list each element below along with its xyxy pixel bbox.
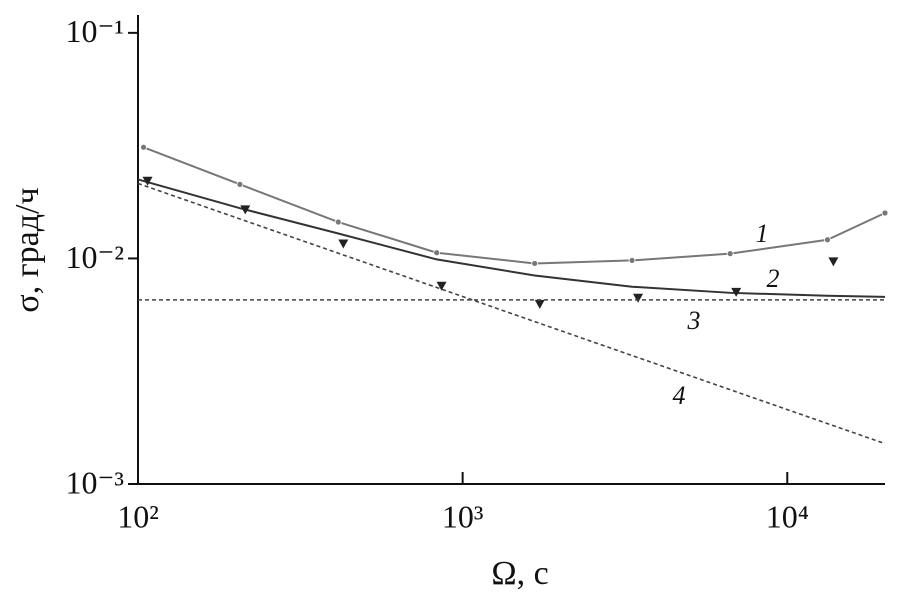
y-axis-label: σ, град/ч — [9, 187, 46, 312]
marker — [633, 293, 644, 303]
series-line — [137, 178, 886, 298]
series-line — [143, 146, 886, 265]
marker — [338, 239, 349, 249]
marker — [142, 176, 153, 186]
x-tick-label: 10⁴ — [766, 498, 809, 534]
marker — [731, 287, 742, 297]
marker — [140, 143, 147, 151]
series-line — [137, 182, 886, 445]
curve-label: 1 — [756, 219, 769, 248]
marker — [334, 218, 342, 226]
x-tick-label: 10² — [117, 498, 159, 534]
marker — [824, 236, 831, 244]
marker — [236, 180, 244, 188]
marker — [433, 249, 441, 257]
marker — [726, 250, 734, 258]
curve-label: 3 — [687, 306, 701, 335]
x-tick-label: 10³ — [442, 498, 484, 534]
marker — [436, 281, 447, 291]
y-tick-label: 10⁻² — [66, 239, 124, 275]
x-axis-label: Ω, с — [491, 555, 548, 592]
curve-label: 4 — [673, 381, 686, 410]
marker — [828, 257, 839, 267]
marker — [881, 209, 889, 217]
marker — [531, 260, 539, 267]
marker — [628, 257, 636, 264]
y-tick-label: 10⁻³ — [66, 464, 124, 500]
y-tick-label: 10⁻¹ — [66, 13, 124, 49]
curve-label: 2 — [767, 264, 780, 293]
marker — [534, 299, 545, 309]
marker — [240, 205, 251, 215]
